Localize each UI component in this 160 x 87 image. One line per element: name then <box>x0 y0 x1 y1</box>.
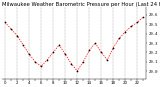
Point <box>10 28 12 30</box>
Point <box>112 47 115 48</box>
Text: Milwaukee Weather Barometric Pressure per Hour (Last 24 Hours): Milwaukee Weather Barometric Pressure pe… <box>2 2 160 7</box>
Point <box>94 42 96 44</box>
Point <box>58 44 60 46</box>
Point <box>142 16 145 17</box>
Point <box>16 35 18 36</box>
Point <box>130 25 133 27</box>
Point <box>106 59 108 61</box>
Point <box>52 52 54 53</box>
Point <box>118 38 121 39</box>
Point <box>34 61 36 62</box>
Point <box>64 54 66 55</box>
Point <box>136 22 139 23</box>
Point <box>40 66 42 67</box>
Point <box>28 54 30 55</box>
Point <box>22 44 24 46</box>
Point <box>76 70 79 72</box>
Point <box>82 61 84 62</box>
Point <box>46 59 48 61</box>
Point <box>124 31 127 32</box>
Point <box>88 50 91 51</box>
Point <box>70 63 72 64</box>
Point <box>100 52 103 53</box>
Point <box>4 22 6 23</box>
